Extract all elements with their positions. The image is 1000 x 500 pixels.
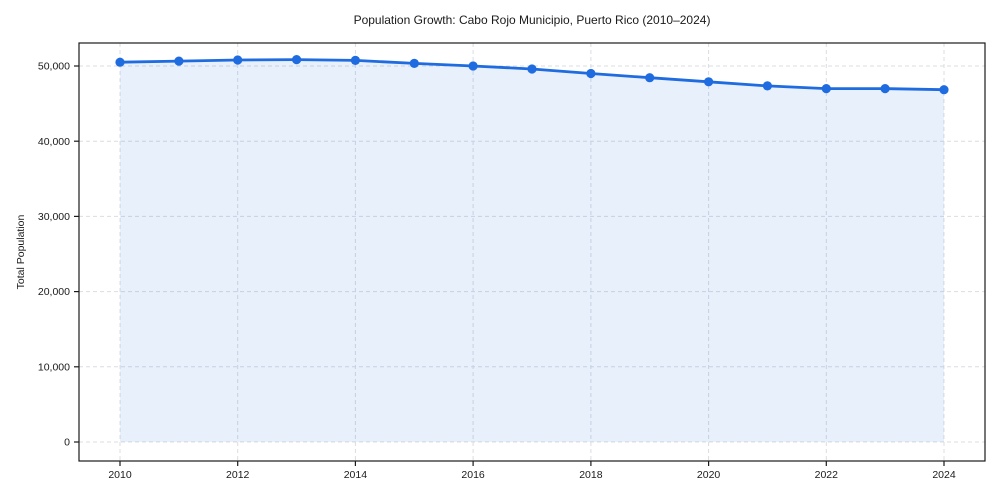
svg-text:10,000: 10,000 — [38, 361, 70, 373]
svg-text:50,000: 50,000 — [38, 61, 70, 73]
grid — [79, 43, 985, 461]
axes-spines — [78, 42, 986, 462]
svg-text:2014: 2014 — [344, 469, 368, 481]
svg-text:30,000: 30,000 — [38, 211, 70, 223]
svg-text:20,000: 20,000 — [38, 286, 70, 298]
svg-text:0: 0 — [64, 437, 70, 449]
svg-text:2016: 2016 — [461, 469, 485, 481]
svg-text:2020: 2020 — [697, 469, 721, 481]
svg-text:2018: 2018 — [579, 469, 603, 481]
area-fill — [120, 59, 944, 442]
svg-text:40,000: 40,000 — [38, 136, 70, 148]
svg-text:2024: 2024 — [932, 469, 956, 481]
data-point-markers — [115, 55, 949, 95]
x-tick-labels: 2010 2012 2014 2016 2018 2020 2022 2024 — [108, 469, 956, 481]
y-tick-labels: 0 10,000 20,000 30,000 40,000 50,000 — [38, 61, 70, 449]
tick-marks — [74, 65, 945, 466]
plot-area — [79, 43, 985, 461]
svg-text:2010: 2010 — [108, 469, 132, 481]
chart-title: Population Growth: Cabo Rojo Municipio, … — [353, 13, 711, 27]
svg-text:2012: 2012 — [226, 469, 250, 481]
svg-text:2022: 2022 — [815, 469, 839, 481]
